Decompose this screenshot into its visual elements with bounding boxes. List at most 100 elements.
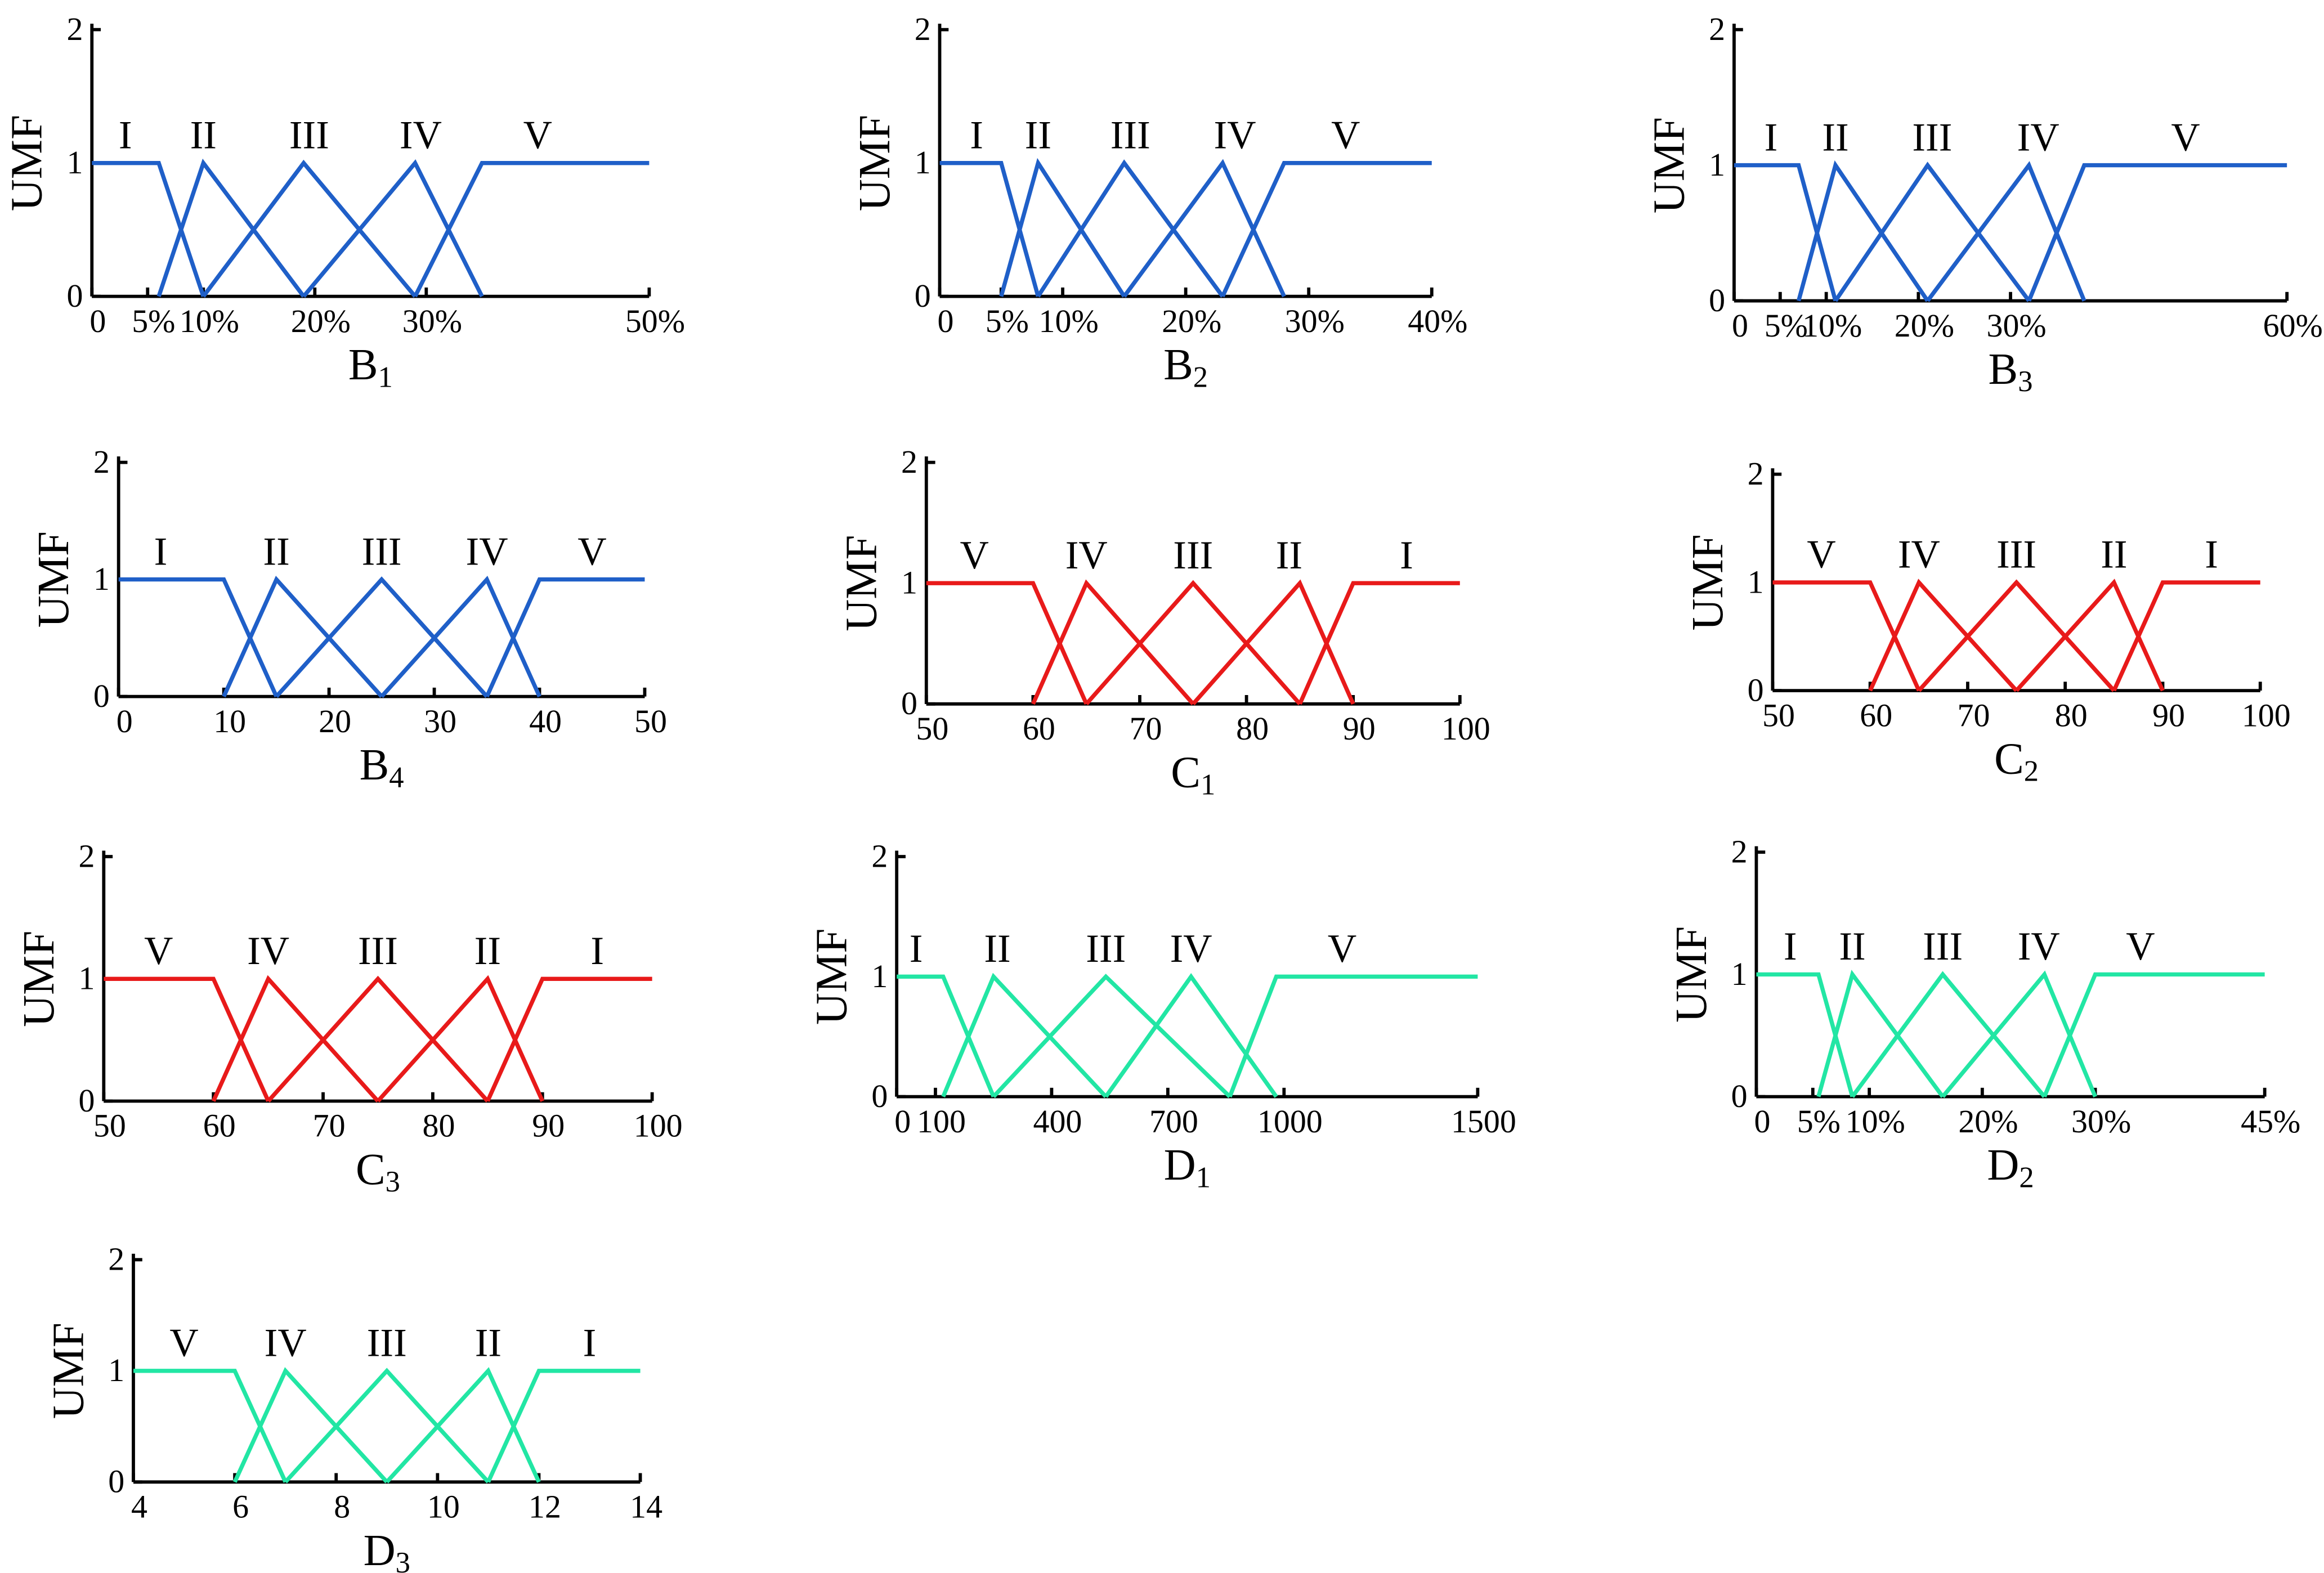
y-axis-label: UMF [808,929,857,1025]
chart-title-main: C [1994,735,2024,784]
series-ii-line [941,973,1108,1099]
chart-title: C3 [356,1145,400,1198]
series-iii-line [201,159,417,298]
series-i-line [118,577,279,698]
x-tick-label: 5% [1765,307,1808,344]
x-tick-label: 20 [319,703,351,740]
series-i-line [939,160,1040,297]
series-iv-label: IV [1214,113,1256,157]
series-ii-line [1192,579,1355,706]
series-iv-line [1941,970,2097,1098]
y-axis-label: UMF [15,931,64,1027]
chart-title-subscript: 1 [1201,768,1215,801]
y-tick-label: 1 [108,1352,124,1388]
x-tick-label: 30% [402,303,462,339]
y-tick-label: 2 [79,837,95,874]
x-tick-label: 10% [1802,307,1862,344]
x-tick-label: 60 [203,1108,236,1144]
x-tick-label: 20% [1162,303,1221,339]
x-tick-label: 20% [1895,307,1954,344]
series-i-line [485,976,652,1103]
x-tick-label: 50 [93,1108,126,1144]
series-iv-label: IV [265,1321,307,1365]
x-tick-label: 10 [213,703,246,740]
chart-title: B1 [348,340,393,393]
series-v-line [413,160,650,298]
series-i-label: I [970,113,983,157]
x-tick-label: 45% [2241,1103,2300,1140]
y-tick-label: 1 [79,960,95,997]
y-axis-label: UMF [1645,117,1694,213]
y-tick-label: 1 [1731,956,1748,992]
x-tick-label: 0 [1754,1103,1770,1140]
series-v-label: V [577,530,606,573]
chart-title-subscript: 3 [396,1547,410,1573]
y-tick-label: 2 [108,1241,124,1278]
series-iii-line [1917,579,2116,692]
series-v-label: V [960,534,988,577]
y-axis-label: UMF [837,535,886,631]
series-iv-label: IV [1898,533,1940,577]
series-v-label: V [2126,925,2155,969]
y-axis-label: UMF [1683,534,1732,630]
chart-title: B3 [1989,345,2033,398]
series-iii-line [1085,580,1302,706]
x-tick-label: 0 [1732,307,1748,344]
series-i-line [486,1369,641,1483]
x-tick-label: 50% [625,303,685,339]
x-tick-label: 100 [1441,710,1490,747]
series-iii-label: III [1923,925,1963,969]
series-iv-label: IV [1170,927,1212,971]
x-tick-label: 100 [2242,697,2291,733]
x-tick-label: 8 [334,1488,350,1525]
x-tick-label: 4 [131,1488,147,1525]
series-i-label: I [583,1321,597,1365]
x-tick-label: 60% [2263,307,2323,344]
chart-title-main: D [364,1526,396,1573]
y-tick-label: 2 [901,443,917,480]
series-iii-line [275,576,489,698]
series-ii-label: II [2101,533,2127,577]
x-tick-label: 12 [529,1488,561,1525]
series-iii-label: III [1912,115,1952,159]
series-iv-label: IV [400,113,442,157]
y-axis-label: UMF [3,115,52,211]
series-iii-label: III [362,530,402,573]
series-i-line [897,974,996,1098]
y-tick-label: 1 [1709,146,1725,183]
x-tick-label: 40% [1408,303,1467,339]
y-tick-label: 2 [1709,11,1725,47]
x-tick-label: 50 [916,710,948,747]
x-tick-label: 50 [634,703,667,740]
x-tick-label: 700 [1149,1103,1198,1140]
chart-title-main: C [1171,748,1201,797]
chart-title-main: B [1989,345,2018,394]
series-v-line [926,581,1089,705]
x-tick-label: 80 [422,1108,455,1144]
x-tick-label: 0 [938,303,954,339]
series-ii-line [1816,970,1945,1098]
y-tick-label: 2 [1731,833,1748,870]
x-tick-label: 6 [232,1488,249,1525]
series-i-label: I [1784,925,1797,969]
x-tick-label: 0 [117,703,133,740]
series-i-label: I [1765,115,1778,159]
series-v-line [133,1369,288,1483]
y-tick-label: 0 [901,685,917,721]
chart-title: C2 [1994,735,2039,788]
series-i-line [92,160,205,297]
series-iii-line [266,975,490,1103]
series-iii-line [1851,971,2047,1098]
series-i-line [1734,163,1838,302]
y-tick-label: 0 [108,1463,124,1500]
x-tick-label: 40 [529,703,562,740]
series-i-label: I [910,927,923,971]
y-tick-label: 2 [93,443,110,480]
x-tick-label: 30 [424,703,456,740]
series-v-label: V [144,929,173,973]
x-tick-label: 80 [1236,710,1269,747]
x-tick-label: 60 [1860,697,1892,733]
